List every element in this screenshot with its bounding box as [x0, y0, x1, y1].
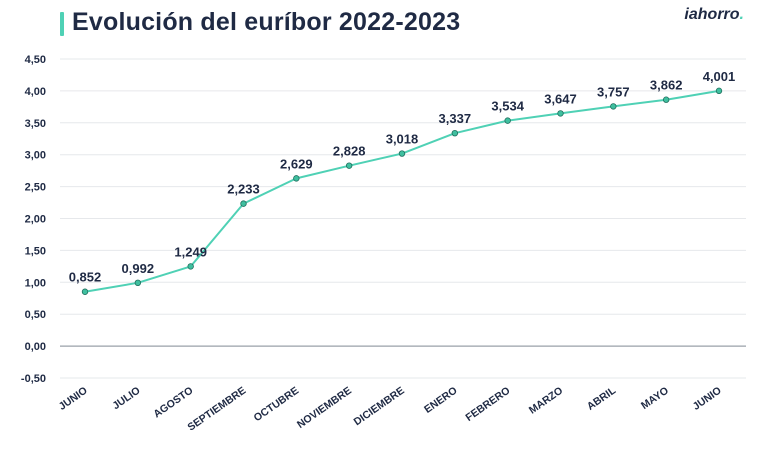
x-tick-label: FEBRERO [463, 385, 512, 424]
data-point [293, 175, 300, 182]
data-label: 3,018 [386, 132, 419, 147]
data-label: 0,852 [69, 270, 102, 285]
data-point [451, 129, 459, 137]
data-point [134, 279, 142, 287]
data-label: 2,828 [333, 144, 366, 159]
series-line [84, 89, 720, 293]
data-point [504, 117, 511, 124]
data-label: 3,337 [439, 111, 472, 126]
x-tick-label: SEPTIEMBRE [185, 385, 248, 434]
data-label: 3,757 [597, 84, 630, 99]
x-tick-label: MARZO [527, 385, 565, 417]
data-point [187, 263, 194, 270]
x-tick-label: NOVIEMBRE [295, 385, 354, 431]
data-label: 3,862 [650, 78, 683, 93]
y-tick-label: 0,00 [25, 341, 46, 353]
y-tick-label: -0,50 [21, 373, 46, 385]
y-tick-label: 0,50 [25, 309, 46, 321]
y-tick-label: 1,00 [25, 277, 46, 289]
data-label: 3,534 [491, 99, 524, 114]
y-tick-label: 4,00 [25, 86, 46, 98]
data-point [715, 87, 723, 95]
data-point [81, 288, 89, 295]
data-label: 0,992 [122, 261, 155, 276]
x-tick-label: MAYO [639, 385, 671, 412]
data-label: 2,233 [227, 182, 260, 197]
y-tick-label: 4,50 [25, 54, 46, 66]
data-point [345, 162, 353, 169]
x-tick-label: AGOSTO [151, 385, 195, 421]
data-label: 4,001 [703, 69, 736, 84]
data-point [662, 96, 670, 103]
x-tick-label: ABRIL [585, 384, 619, 413]
y-tick-label: 3,50 [25, 118, 46, 130]
brand-dot: . [739, 6, 744, 23]
chart-title: Evolución del euríbor 2022-2023 [72, 8, 461, 36]
data-point [610, 103, 617, 110]
data-label: 1,249 [174, 244, 207, 259]
x-tick-label: JUNIO [691, 385, 724, 413]
x-tick-label: OCTUBRE [252, 385, 301, 425]
brand-name: iahorro [684, 6, 740, 23]
data-point [398, 150, 406, 157]
x-tick-label: JUNIO [57, 385, 90, 413]
x-tick-label: ENERO [422, 385, 459, 416]
y-tick-label: 2,00 [25, 214, 46, 226]
x-tick-label: DICIEMBRE [352, 385, 407, 429]
y-tick-label: 2,50 [25, 182, 46, 194]
x-tick-label: JULIO [110, 385, 142, 413]
brand-logo: iahorro. [684, 6, 744, 24]
data-point [557, 110, 564, 117]
data-label: 3,647 [544, 91, 577, 106]
data-point [240, 200, 247, 207]
title-accent-bar [60, 12, 64, 36]
y-tick-label: 3,00 [25, 150, 46, 162]
y-tick-label: 1,50 [25, 245, 46, 257]
data-label: 2,629 [280, 156, 313, 171]
